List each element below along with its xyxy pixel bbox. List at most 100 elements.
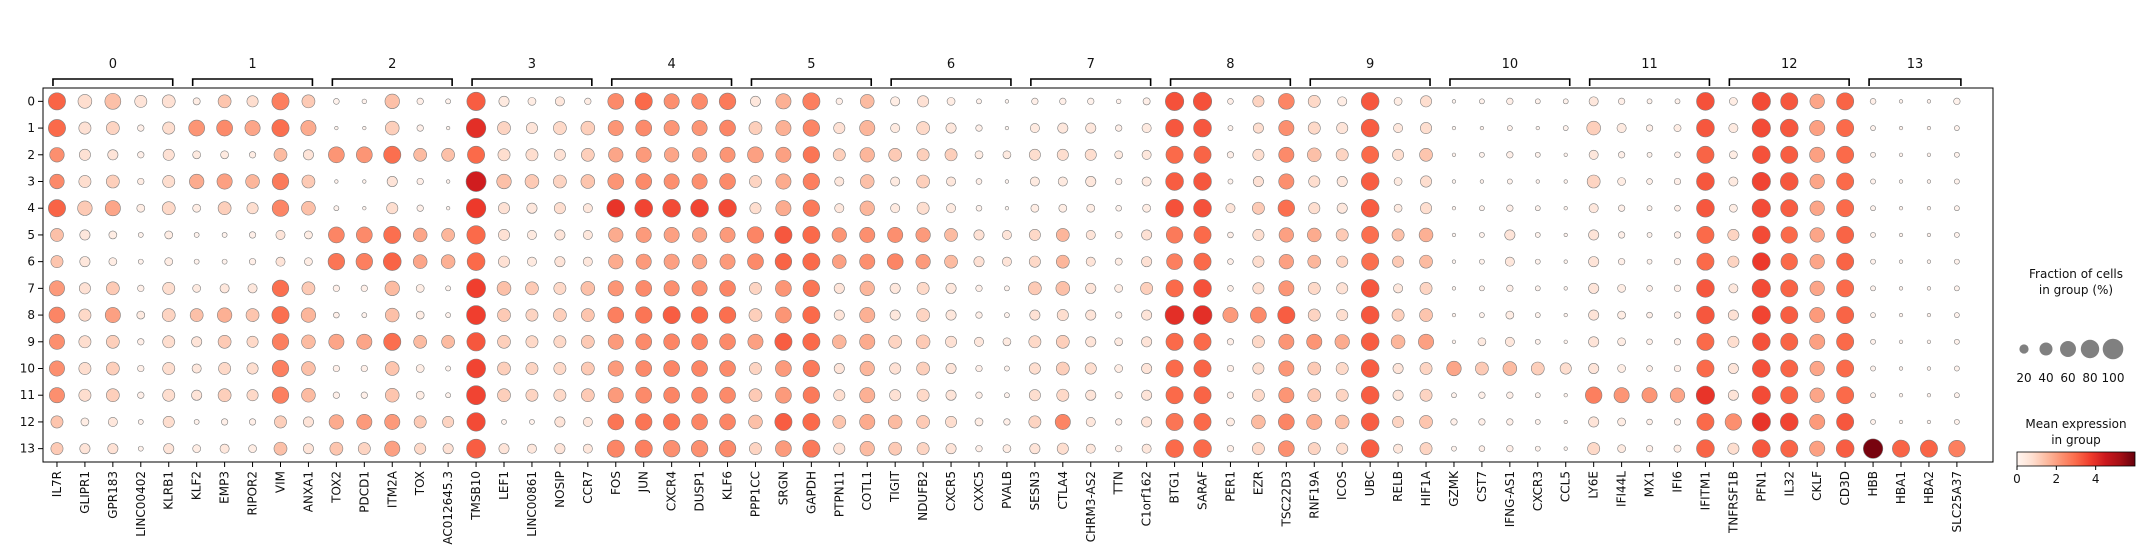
dot-cluster-5-TNFRSF1B — [1727, 228, 1740, 241]
dot-cluster-8-PER1 — [1222, 307, 1239, 324]
dot-cluster-4-KLRB1 — [161, 201, 176, 216]
dot-cluster-13-GPR183 — [107, 443, 119, 455]
dot-cluster-13-LINC00861 — [527, 443, 537, 454]
dot-cluster-9-HBB — [1870, 338, 1876, 345]
dot-cluster-2-SLC25A37 — [1954, 151, 1960, 158]
dot-cluster-4-FOS — [606, 198, 625, 218]
dot-cluster-13-CHRM3-AS2 — [1085, 443, 1096, 454]
dot-cluster-9-CXCR4 — [663, 333, 680, 351]
dot-cluster-12-ANXA1 — [302, 416, 314, 428]
dot-cluster-10-IFITM1 — [1696, 359, 1715, 378]
dot-cluster-6-PPP1CC — [747, 253, 764, 270]
dot-cluster-1-CXCR4 — [663, 120, 680, 137]
dot-cluster-6-SRGN — [774, 253, 793, 271]
dot-cluster-6-RELB — [1392, 255, 1405, 268]
dot-cluster-10-PFN1 — [1752, 359, 1771, 378]
dot-cluster-11-NOSIP — [553, 388, 567, 402]
dot-cluster-13-EMP3 — [219, 443, 230, 454]
dot-cluster-1-CD3D — [1836, 119, 1855, 137]
dot-cluster-13-PTPN11 — [833, 442, 846, 455]
dot-cluster-0-HBA2 — [1926, 99, 1932, 104]
dot-cluster-0-KLF2 — [192, 97, 201, 106]
dot-cluster-10-ANXA1 — [301, 361, 316, 376]
dot-cluster-6-VIM — [275, 256, 286, 267]
dot-cluster-3-ANXA1 — [301, 174, 316, 189]
dot-cluster-0-IL7R — [48, 92, 66, 111]
size-legend-title-line1: Fraction of cells — [2029, 267, 2123, 281]
dot-cluster-9-RELB — [1390, 334, 1406, 350]
dot-cluster-7-CHRM3-AS2 — [1085, 282, 1097, 294]
dots-layer — [48, 91, 1966, 459]
dot-cluster-4-IL32 — [1780, 199, 1799, 218]
dot-cluster-7-HBA2 — [1926, 286, 1932, 291]
dot-cluster-0-MX1 — [1646, 98, 1653, 105]
dot-cluster-3-PDCD1 — [362, 179, 367, 184]
dot-cluster-0-IFI44L — [1618, 97, 1626, 105]
dot-cluster-7-IFI6 — [1673, 284, 1682, 292]
dot-cluster-1-SESN3 — [1029, 123, 1040, 133]
dot-cluster-10-TOX2 — [332, 364, 340, 373]
dot-cluster-1-CST7 — [1479, 125, 1484, 131]
dot-cluster-7-CD3D — [1836, 279, 1855, 298]
dot-cluster-4-HIF1A — [1420, 202, 1432, 215]
dot-cluster-9-TMSB10 — [466, 332, 486, 352]
size-legend-items: 20 40 60 80 100 — [2016, 338, 2124, 385]
dot-cluster-5-SRGN — [774, 226, 793, 244]
dot-cluster-11-EMP3 — [217, 388, 232, 403]
dot-cluster-3-SESN3 — [1029, 176, 1040, 187]
dot-cluster-2-ANXA1 — [302, 149, 314, 161]
dot-cluster-8-CD3D — [1836, 306, 1855, 324]
x-tick-label: AC012645.3 — [441, 471, 455, 545]
dot-cluster-11-TTN — [1114, 391, 1123, 400]
dot-cluster-12-SARAF — [1193, 413, 1212, 431]
dot-cluster-6-SARAF — [1193, 252, 1212, 271]
dot-cluster-11-AC012645.3 — [445, 392, 451, 399]
dot-cluster-12-LY6E — [1588, 416, 1600, 428]
dot-cluster-5-IFI6 — [1673, 231, 1682, 239]
dot-cluster-1-GAPDH — [802, 119, 820, 137]
dot-cluster-9-CXXC5 — [974, 336, 984, 347]
x-axis: IL7R GLIPR1 GPR183 LINC00402 KLRB1 KLF2 EMP3 RI… — [50, 462, 1964, 545]
dot-cluster-2-C1orf162 — [1141, 149, 1152, 160]
dot-cluster-1-CXCR3 — [1535, 125, 1540, 131]
dot-cluster-0-GLIPR1 — [77, 94, 93, 109]
dot-cluster-1-CXXC5 — [975, 124, 983, 132]
dot-cluster-1-IFNG-AS1 — [1507, 125, 1513, 131]
dot-cluster-13-KLF6 — [718, 440, 737, 458]
dot-cluster-11-CCL5 — [1563, 393, 1568, 398]
dot-cluster-7-DUSP1 — [691, 280, 708, 297]
dot-cluster-12-SESN3 — [1028, 415, 1042, 429]
dot-cluster-9-CCL5 — [1563, 339, 1568, 344]
dot-cluster-13-HIF1A — [1419, 442, 1433, 456]
dot-cluster-8-IL32 — [1780, 306, 1799, 324]
dot-cluster-8-HBB — [1870, 312, 1876, 318]
dot-cluster-2-IFI6 — [1674, 151, 1681, 158]
dot-cluster-5-LY6E — [1588, 229, 1600, 241]
dot-cluster-4-EMP3 — [217, 201, 232, 216]
dot-cluster-1-KLF2 — [188, 119, 205, 137]
dot-cluster-6-KLF6 — [719, 253, 736, 270]
size-legend-tick: 80 — [2082, 371, 2097, 385]
dot-cluster-6-CXCR5 — [944, 254, 958, 269]
dot-cluster-0-PER1 — [1227, 98, 1234, 105]
size-legend-dot — [2039, 342, 2053, 356]
dot-cluster-2-HBA1 — [1898, 152, 1904, 157]
dot-cluster-2-JUN — [635, 146, 652, 163]
x-tick-label: PDCD1 — [357, 471, 371, 513]
dot-cluster-13-CXCR3 — [1534, 445, 1541, 452]
y-tick-label: 10 — [20, 362, 35, 376]
dot-cluster-12-CCL5 — [1563, 419, 1568, 425]
dot-cluster-9-KLF2 — [191, 336, 203, 348]
x-tick-label: TOX2 — [329, 471, 343, 504]
dot-cluster-3-KLF2 — [189, 173, 205, 190]
dot-cluster-10-LEF1 — [497, 361, 511, 376]
dot-cluster-4-TIGIT — [890, 203, 901, 214]
dot-cluster-9-PTPN11 — [832, 334, 847, 350]
dot-cluster-7-SARAF — [1193, 279, 1212, 298]
dot-cluster-9-LEF1 — [497, 334, 511, 349]
dot-cluster-7-PDCD1 — [360, 284, 368, 292]
dot-cluster-7-CXCR4 — [663, 280, 680, 297]
dot-cluster-9-ANXA1 — [301, 334, 316, 350]
group-bracket-7 — [1030, 78, 1152, 86]
dot-cluster-11-LINC00861 — [525, 388, 539, 402]
